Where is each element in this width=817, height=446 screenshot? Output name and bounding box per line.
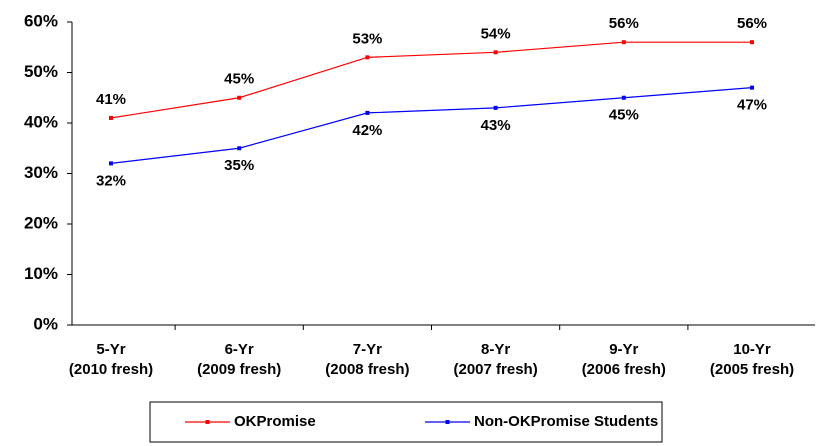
- data-label: 43%: [481, 117, 511, 134]
- x-tick-label: 7-Yr: [353, 341, 382, 358]
- data-label: 53%: [352, 30, 382, 47]
- data-label: 35%: [224, 157, 254, 174]
- data-label: 45%: [224, 71, 254, 88]
- x-tick-label: 10-Yr: [733, 341, 771, 358]
- x-tick-label: 8-Yr: [481, 341, 510, 358]
- series-line: [110, 87, 753, 164]
- x-tick-label: (2005 fresh): [710, 361, 794, 378]
- data-label: 47%: [737, 97, 767, 114]
- legend-marker: [205, 420, 210, 424]
- data-label: 56%: [737, 15, 767, 32]
- x-tick-label: 6-Yr: [225, 341, 254, 358]
- x-tick-label: (2006 fresh): [582, 361, 666, 378]
- point-marker: [109, 115, 113, 120]
- y-tick-label: 30%: [24, 163, 58, 182]
- point-marker: [493, 50, 498, 55]
- point-marker: [750, 40, 754, 45]
- x-tick-label: (2007 fresh): [453, 361, 537, 378]
- x-tick-label: (2008 fresh): [325, 361, 409, 378]
- point-marker: [237, 95, 242, 100]
- x-tick-label: 5-Yr: [96, 341, 125, 358]
- data-label: 41%: [96, 91, 126, 108]
- legend-label: Non-OKPromise Students: [474, 413, 658, 430]
- y-tick-label: 0%: [33, 314, 58, 333]
- x-tick-label: 9-Yr: [609, 341, 638, 358]
- point-marker: [365, 55, 370, 60]
- legend-box: [149, 401, 663, 443]
- y-tick-label: 60%: [24, 11, 58, 30]
- point-marker: [750, 85, 754, 90]
- point-marker: [365, 110, 370, 115]
- data-label: 42%: [352, 122, 382, 139]
- legend-label: OKPromise: [234, 413, 316, 430]
- y-tick-label: 50%: [24, 62, 58, 81]
- y-tick-label: 40%: [24, 112, 58, 131]
- x-tick-label: (2010 fresh): [69, 361, 153, 378]
- data-label: 45%: [609, 107, 639, 124]
- series-line: [110, 41, 752, 119]
- point-marker: [237, 146, 242, 151]
- y-tick-label: 10%: [24, 264, 58, 283]
- point-marker: [493, 105, 498, 110]
- legend-marker: [445, 420, 450, 424]
- data-label: 54%: [481, 25, 511, 42]
- data-label: 56%: [609, 15, 639, 32]
- point-marker: [109, 161, 113, 166]
- y-tick-label: 20%: [24, 213, 58, 232]
- x-tick-label: (2009 fresh): [197, 361, 281, 378]
- point-marker: [621, 40, 626, 45]
- point-marker: [621, 95, 626, 100]
- data-label: 32%: [96, 172, 126, 189]
